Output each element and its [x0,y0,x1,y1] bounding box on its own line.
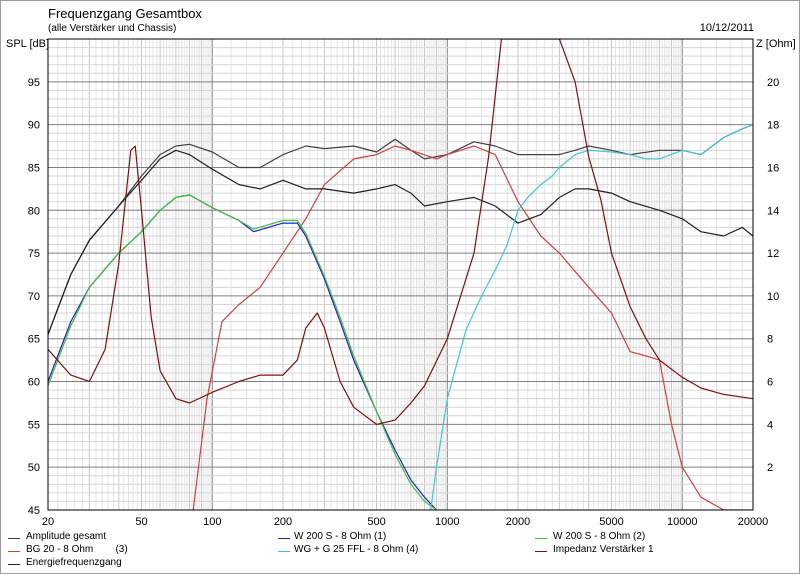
y-tick-label-left: 50 [28,462,40,474]
plot-border [47,38,754,511]
y-tick-label-right: 10 [767,291,779,303]
x-tick-label: 20000 [738,516,769,528]
chart-title: Frequenzgang Gesamtbox [48,6,202,21]
y-tick-label-right: 18 [767,120,779,132]
y-axis-left-label: SPL [dB] [6,38,50,50]
x-tick-label: 20 [42,516,54,528]
x-tick-label: 1000 [435,516,459,528]
plot-area [47,38,754,511]
series-line-1 [192,145,753,510]
y-tick-label-right: 6 [767,377,773,389]
y-tick-label-right: 14 [767,205,779,217]
y-tick-label-left: 80 [28,205,40,217]
y-tick-label-right: 12 [767,248,779,260]
y-tick-label-right: 20 [767,77,779,89]
y-tick-label-left: 60 [28,377,40,389]
y-tick-label-right: 4 [767,419,773,431]
x-tick-label: 500 [367,516,385,528]
x-tick-label: 10000 [667,516,698,528]
series-line-2 [48,149,753,335]
x-tick-label: 100 [203,516,221,528]
y-tick-label-left: 55 [28,419,40,431]
y-tick-label-left: 95 [28,77,40,89]
y-tick-label-left: 90 [28,120,40,132]
series-line-6 [48,39,753,425]
y-tick-label-left: 65 [28,334,40,346]
chart-subtitle: (alle Verstärker und Chassis) [48,23,177,34]
y-axis-right-label: Z [Ohm] [756,38,796,50]
y-tick-label-right: 2 [767,462,773,474]
x-tick-label: 2000 [506,516,530,528]
x-tick-label: 200 [274,516,292,528]
y-tick-label-left: 75 [28,248,40,260]
y-tick-label-left: 85 [28,162,40,174]
x-tick-label: 50 [135,516,147,528]
x-tick-label: 5000 [599,516,623,528]
chart-date: 10/12/2011 [699,22,754,34]
y-tick-label-left: 45 [28,505,40,517]
y-tick-label-left: 70 [28,291,40,303]
series-line-4 [430,124,753,510]
y-tick-label-right: 8 [767,334,773,346]
y-tick-label-right: 16 [767,162,779,174]
series-line-5 [48,194,437,510]
